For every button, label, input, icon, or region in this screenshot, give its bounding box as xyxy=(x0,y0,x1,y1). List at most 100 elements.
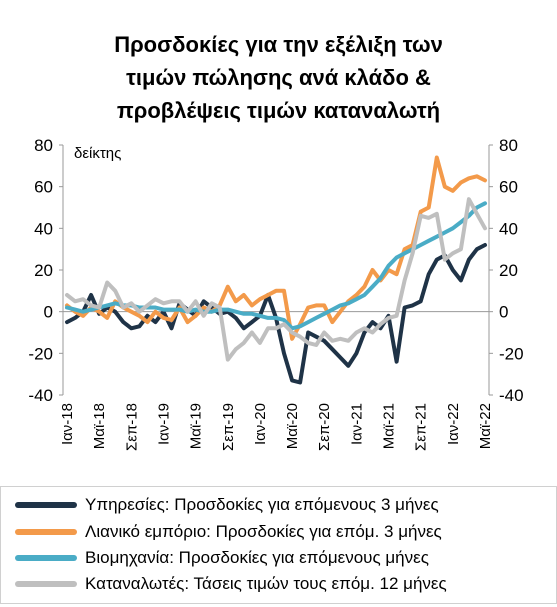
chart-title: Προσδοκίες για την εξέλιξη των τιμών πώλ… xyxy=(0,28,557,127)
y-tick-label-left: 40 xyxy=(34,219,53,238)
legend-swatch xyxy=(15,529,77,535)
data-point xyxy=(299,335,301,338)
data-point xyxy=(170,308,173,311)
data-point xyxy=(339,310,342,313)
y-tick-label-right: -20 xyxy=(499,344,524,363)
data-point xyxy=(82,298,84,300)
data-point xyxy=(90,304,92,307)
data-point xyxy=(98,306,100,309)
data-point xyxy=(452,227,454,230)
data-point xyxy=(235,348,237,350)
legend: Υπηρεσίες: Προσδοκίες για επόμενους 3 μή… xyxy=(0,486,557,604)
chart-title-line-3: προβλέψεις τιμών καταναλωτή xyxy=(116,98,441,123)
data-point xyxy=(371,269,374,271)
data-point xyxy=(371,331,374,334)
data-point xyxy=(452,269,454,271)
x-tick-label: Ιαν-18 xyxy=(59,403,76,445)
legend-label: Λιανικό εμπόριο: Προσδοκίες για επόμ. 3 … xyxy=(85,522,442,541)
data-point xyxy=(66,294,68,296)
data-point xyxy=(484,244,486,246)
data-point xyxy=(468,198,470,200)
x-tick-label: Ιαν-19 xyxy=(155,403,172,445)
data-point xyxy=(339,337,342,340)
data-point xyxy=(243,342,245,344)
data-point xyxy=(66,306,68,309)
data-point xyxy=(210,302,213,305)
data-point xyxy=(339,304,342,307)
data-point xyxy=(363,331,366,334)
data-point xyxy=(154,310,157,313)
data-point xyxy=(154,321,157,323)
data-point xyxy=(106,317,109,319)
data-point xyxy=(275,290,277,292)
legend-swatch xyxy=(15,502,77,508)
y-tick-label-left: 20 xyxy=(34,261,53,280)
data-point xyxy=(435,156,438,159)
data-point xyxy=(283,290,285,292)
x-tick-label: Σεπ-19 xyxy=(220,403,237,451)
data-point xyxy=(476,212,478,215)
data-point xyxy=(476,175,478,178)
data-point xyxy=(395,256,398,259)
data-point xyxy=(235,310,237,313)
data-point xyxy=(443,185,446,188)
data-point xyxy=(355,352,358,355)
data-point xyxy=(452,252,454,255)
data-point xyxy=(202,300,205,303)
x-tick-label: Μαϊ-21 xyxy=(381,403,398,449)
data-point xyxy=(315,317,317,319)
x-tick-label: Μαϊ-18 xyxy=(91,403,108,449)
data-point xyxy=(331,340,334,342)
series-line-1 xyxy=(65,243,487,385)
data-point xyxy=(403,279,406,282)
data-point xyxy=(267,317,269,319)
data-point xyxy=(443,258,446,261)
data-point xyxy=(146,321,149,323)
y-tick-label-right: 0 xyxy=(499,303,508,322)
data-point xyxy=(411,252,414,255)
data-point xyxy=(403,248,406,250)
data-point xyxy=(170,300,173,303)
y-tick-label-left: -40 xyxy=(28,386,53,405)
data-point xyxy=(323,312,326,315)
data-point xyxy=(347,302,350,305)
data-point xyxy=(170,327,173,330)
data-point xyxy=(251,312,253,315)
data-point xyxy=(435,235,438,238)
data-point xyxy=(323,304,326,307)
data-point xyxy=(226,358,229,361)
y-tick-label-right: 60 xyxy=(499,178,518,197)
data-point xyxy=(235,317,237,319)
data-point xyxy=(331,308,334,311)
data-point xyxy=(114,290,117,292)
data-point xyxy=(315,344,317,346)
data-point xyxy=(476,206,478,209)
data-point xyxy=(259,342,261,344)
y-tick-label-right: -40 xyxy=(499,386,524,405)
data-point xyxy=(307,321,309,323)
data-point xyxy=(202,306,205,309)
data-point xyxy=(74,300,76,303)
data-point xyxy=(122,321,125,323)
data-point xyxy=(299,381,301,384)
data-point xyxy=(226,285,229,288)
data-point xyxy=(363,294,366,296)
data-point xyxy=(74,317,76,319)
data-point xyxy=(323,331,326,334)
legend-label: Βιομηχανία: Προσδοκίες για επόμενους μήν… xyxy=(85,548,429,567)
data-point xyxy=(194,300,197,303)
data-point xyxy=(331,348,334,350)
data-point xyxy=(355,298,358,300)
data-point xyxy=(339,356,342,359)
data-point xyxy=(138,306,141,309)
x-tick-label: Σεπ-20 xyxy=(316,403,333,451)
data-point xyxy=(283,319,285,321)
data-point xyxy=(347,340,350,342)
data-point xyxy=(275,317,277,319)
data-point xyxy=(146,304,149,307)
data-point xyxy=(154,306,157,309)
y-tick-label-left: 60 xyxy=(34,178,53,197)
data-point xyxy=(106,304,109,307)
data-point xyxy=(307,342,309,344)
